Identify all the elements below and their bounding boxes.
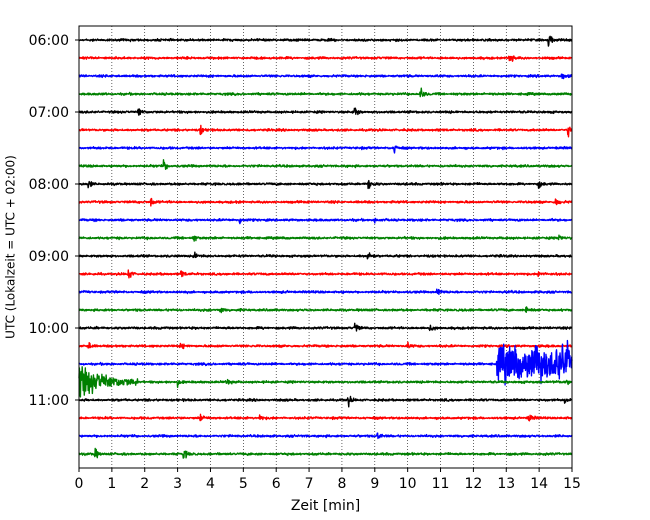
trace-line (78, 179, 573, 190)
y-tick-label: 11:00 (29, 393, 69, 409)
y-tick-label: 06:00 (29, 33, 69, 49)
x-tick-label: 7 (305, 476, 314, 492)
x-tick-label: 10 (399, 476, 417, 492)
trace-line (78, 322, 573, 332)
y-axis-label: UTC (Lokalzeit = UTC + 02:00) (4, 155, 18, 339)
x-tick-label: 5 (239, 476, 248, 492)
trace-line (78, 145, 573, 154)
x-tick-label: 4 (206, 476, 215, 492)
y-tick-label: 07:00 (29, 105, 69, 121)
trace-line (78, 197, 573, 207)
x-tick-label: 12 (464, 476, 482, 492)
y-ticks: 06:00 07:00 08:00 09:00 10:00 11:00 (29, 33, 79, 409)
traces-layer (78, 35, 573, 459)
trace-line (78, 55, 573, 62)
grid-layer (111, 26, 540, 468)
x-tick-label: 2 (140, 476, 149, 492)
trace-line (78, 251, 573, 260)
trace-line (78, 87, 573, 98)
x-tick-label: 3 (173, 476, 182, 492)
trace-line (78, 107, 573, 116)
x-tick-label: 8 (337, 476, 346, 492)
trace-line (78, 366, 573, 398)
trace-line (78, 306, 573, 314)
x-tick-label: 14 (530, 476, 548, 492)
x-tick-label: 0 (75, 476, 84, 492)
x-tick-label: 9 (370, 476, 379, 492)
y-tick-label: 09:00 (29, 249, 69, 265)
trace-line (78, 159, 573, 170)
trace-line (78, 395, 573, 408)
x-tick-label: 13 (497, 476, 515, 492)
x-ticks: 0 1 2 3 4 5 6 7 8 9 10 11 12 13 14 15 (75, 468, 581, 492)
x-tick-label: 1 (107, 476, 116, 492)
x-axis-label: Zeit [min] (291, 498, 360, 514)
y-tick-label: 08:00 (29, 177, 69, 193)
trace-line (78, 217, 573, 225)
trace-line (78, 341, 573, 350)
trace-line (78, 288, 573, 295)
y-tick-label: 10:00 (29, 321, 69, 337)
x-tick-label: 6 (272, 476, 281, 492)
trace-line (78, 234, 573, 242)
trace-line (78, 73, 573, 80)
trace-line (78, 269, 573, 279)
trace-line (78, 35, 573, 47)
trace-line (78, 339, 573, 386)
trace-line (78, 124, 573, 138)
x-tick-label: 11 (432, 476, 450, 492)
trace-line (78, 432, 573, 440)
plot-frame (78, 25, 573, 469)
trace-line (78, 413, 573, 422)
x-tick-label: 15 (563, 476, 581, 492)
trace-line (78, 447, 573, 459)
